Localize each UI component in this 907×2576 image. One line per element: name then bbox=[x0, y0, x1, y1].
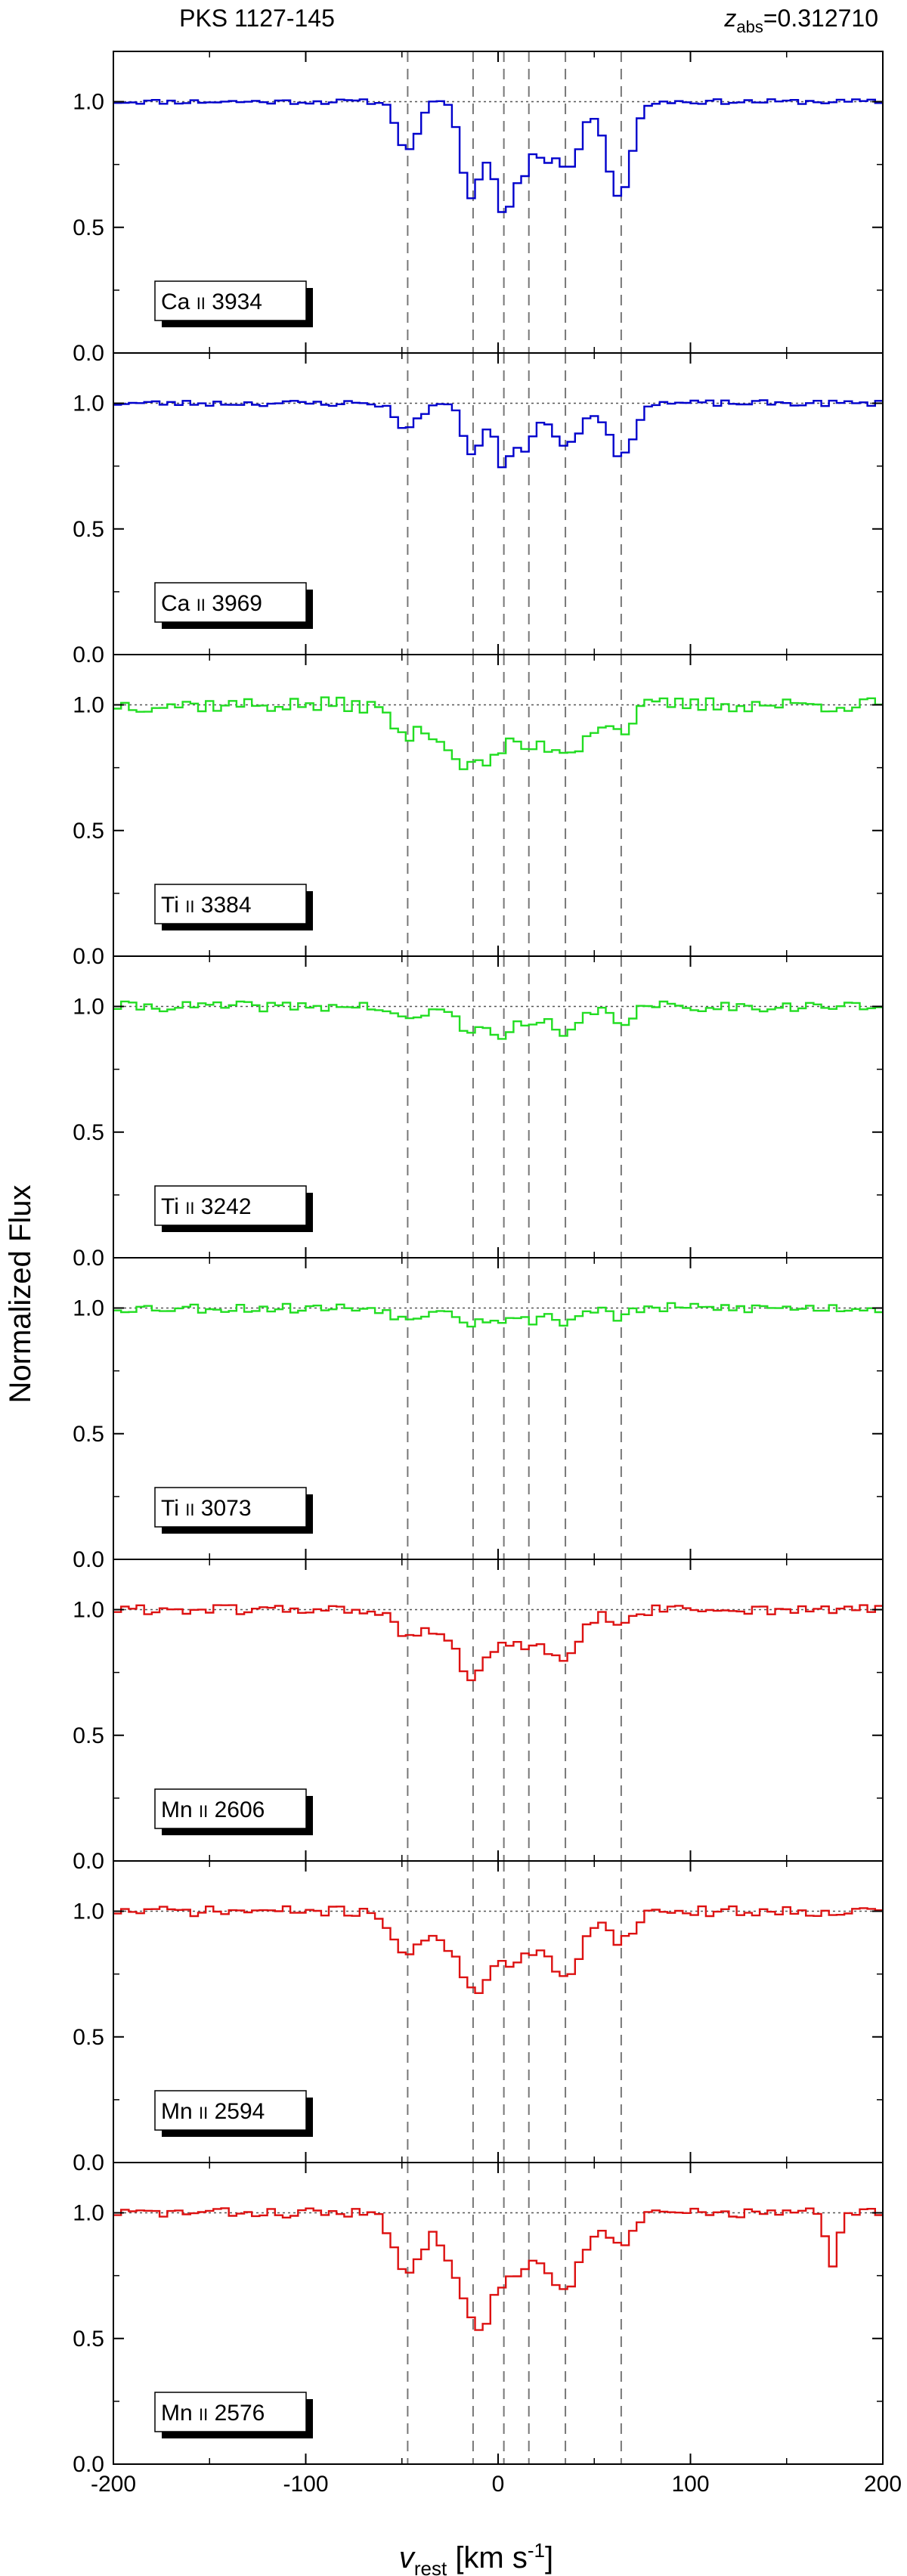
panel-5: 0.0 0.5 1.0 Ti II 3073 bbox=[73, 1257, 884, 1572]
redshift-value: =0.312710 bbox=[763, 5, 878, 32]
ion-stage: II bbox=[197, 596, 206, 615]
y-tick-label: 1.0 bbox=[73, 995, 104, 1020]
panel-1: 0.0 0.5 1.0 Ca II 3934 bbox=[73, 51, 884, 366]
ion-label: Ca II 3969 bbox=[161, 591, 262, 616]
ion-stage: II bbox=[199, 2405, 208, 2424]
ion-wavelength: 2606 bbox=[208, 1797, 265, 1822]
ion-wavelength: 3969 bbox=[206, 591, 262, 616]
x-axis-sub: rest bbox=[414, 2557, 447, 2576]
ion-stage: II bbox=[197, 294, 206, 313]
chart-title-right: zabs=0.312710 bbox=[723, 5, 878, 36]
ion-label: Ti II 3384 bbox=[161, 893, 252, 918]
ion-label: Ti II 3242 bbox=[161, 1194, 252, 1219]
x-tick-label: 0 bbox=[492, 2472, 505, 2497]
ion-element: Ti bbox=[161, 1496, 185, 1521]
x-axis-unit-sup: -1 bbox=[528, 2539, 545, 2562]
x-tick-label: -100 bbox=[283, 2472, 328, 2497]
panel-2: 0.0 0.5 1.0 Ca II 3969 bbox=[73, 352, 884, 667]
y-axis-title: Normalized Flux bbox=[4, 1185, 37, 1404]
y-tick-label: 1.0 bbox=[73, 2201, 104, 2226]
ion-wavelength: 3934 bbox=[206, 289, 262, 314]
ion-stage: II bbox=[185, 897, 194, 916]
panel-3: 0.0 0.5 1.0 Ti II 3384 bbox=[73, 654, 884, 969]
panel-4: 0.0 0.5 1.0 Ti II 3242 bbox=[73, 955, 884, 1271]
ion-element: Ti bbox=[161, 893, 185, 918]
x-axis-unit: [km s bbox=[447, 2541, 528, 2574]
ion-label: Mn II 2576 bbox=[161, 2401, 265, 2426]
spectrum-ca-3934 bbox=[113, 98, 883, 213]
y-tick-label: 0.0 bbox=[73, 1246, 104, 1271]
x-tick-label: 200 bbox=[864, 2472, 902, 2497]
y-tick-label: 0.5 bbox=[73, 215, 104, 240]
y-tick-label: 0.0 bbox=[73, 2150, 104, 2175]
ion-label-box bbox=[154, 1788, 307, 1829]
ion-label-box bbox=[154, 1487, 307, 1528]
y-tick-label: 0.5 bbox=[73, 1422, 104, 1447]
y-tick-label: 0.5 bbox=[73, 1723, 104, 1748]
ion-stage: II bbox=[185, 1500, 194, 1519]
spectrum-mn-2594 bbox=[113, 1905, 883, 1994]
y-tick-label: 0.5 bbox=[73, 517, 104, 542]
spectrum-ti-3384 bbox=[113, 696, 883, 770]
y-tick-label: 1.0 bbox=[73, 1899, 104, 1924]
ion-wavelength: 2594 bbox=[208, 2099, 265, 2124]
spectrum-ti-3073 bbox=[113, 1302, 883, 1328]
ion-element: Mn bbox=[161, 2401, 199, 2426]
x-axis-var: v bbox=[399, 2541, 416, 2574]
ion-label: Mn II 2606 bbox=[161, 1797, 265, 1822]
ion-label-box bbox=[154, 884, 307, 924]
panel-6: 0.0 0.5 1.0 Mn II 2606 bbox=[73, 1559, 884, 1874]
ion-element: Mn bbox=[161, 1797, 199, 1822]
y-tick-label: 1.0 bbox=[73, 90, 104, 115]
y-tick-label: 1.0 bbox=[73, 693, 104, 718]
y-tick-label: 0.0 bbox=[73, 944, 104, 969]
ion-label: Ti II 3073 bbox=[161, 1496, 252, 1521]
ion-stage: II bbox=[199, 1802, 208, 1821]
chart-title-left: PKS 1127-145 bbox=[179, 5, 335, 32]
ion-element: Mn bbox=[161, 2099, 199, 2124]
y-tick-label: 0.0 bbox=[73, 1547, 104, 1572]
ion-label-box bbox=[154, 1185, 307, 1226]
ion-label-box bbox=[154, 2090, 307, 2131]
ion-wavelength: 3384 bbox=[194, 893, 251, 918]
ion-label: Ca II 3934 bbox=[161, 289, 262, 314]
ion-wavelength: 2576 bbox=[208, 2401, 265, 2426]
x-tick-label: 100 bbox=[671, 2472, 709, 2497]
y-tick-label: 0.5 bbox=[73, 2327, 104, 2352]
ion-element: Ca bbox=[161, 289, 197, 314]
y-tick-label: 0.0 bbox=[73, 341, 104, 366]
y-tick-label: 0.5 bbox=[73, 2025, 104, 2050]
ion-element: Ca bbox=[161, 591, 197, 616]
y-tick-label: 1.0 bbox=[73, 1296, 104, 1321]
x-tick-label: -200 bbox=[91, 2472, 136, 2497]
spectrum-ti-3242 bbox=[113, 1000, 883, 1040]
x-axis-title: vrest [km s-1] bbox=[399, 2539, 553, 2576]
redshift-symbol: z bbox=[723, 5, 736, 32]
y-tick-label: 0.0 bbox=[73, 1849, 104, 1874]
ion-element: Ti bbox=[161, 1194, 185, 1219]
ion-label-box bbox=[154, 280, 307, 321]
panel-7: 0.0 0.5 1.0 Mn II 2594 bbox=[73, 1860, 884, 2175]
ion-stage: II bbox=[199, 2104, 208, 2122]
y-tick-label: 0.0 bbox=[73, 2452, 104, 2477]
ion-label: Mn II 2594 bbox=[161, 2099, 265, 2124]
x-axis-unit-close: ] bbox=[545, 2541, 553, 2574]
ion-label-box bbox=[154, 2392, 307, 2432]
y-tick-label: 1.0 bbox=[73, 392, 104, 416]
y-tick-label: 0.0 bbox=[73, 642, 104, 667]
spectrum-mn-2606 bbox=[113, 1604, 883, 1682]
ion-wavelength: 3073 bbox=[194, 1496, 251, 1521]
y-tick-label: 1.0 bbox=[73, 1598, 104, 1623]
ion-stage: II bbox=[185, 1199, 194, 1218]
y-tick-label: 0.5 bbox=[73, 1120, 104, 1145]
redshift-subscript: abs bbox=[736, 17, 763, 36]
ion-wavelength: 3242 bbox=[194, 1194, 251, 1219]
panel-8: 0.0 0.5 1.0 Mn II 2576 bbox=[73, 2162, 884, 2477]
spectrum-mn-2576 bbox=[113, 2207, 883, 2331]
ion-label-box bbox=[154, 582, 307, 623]
y-tick-label: 0.5 bbox=[73, 819, 104, 844]
spectrum-ca-3969 bbox=[113, 399, 883, 469]
